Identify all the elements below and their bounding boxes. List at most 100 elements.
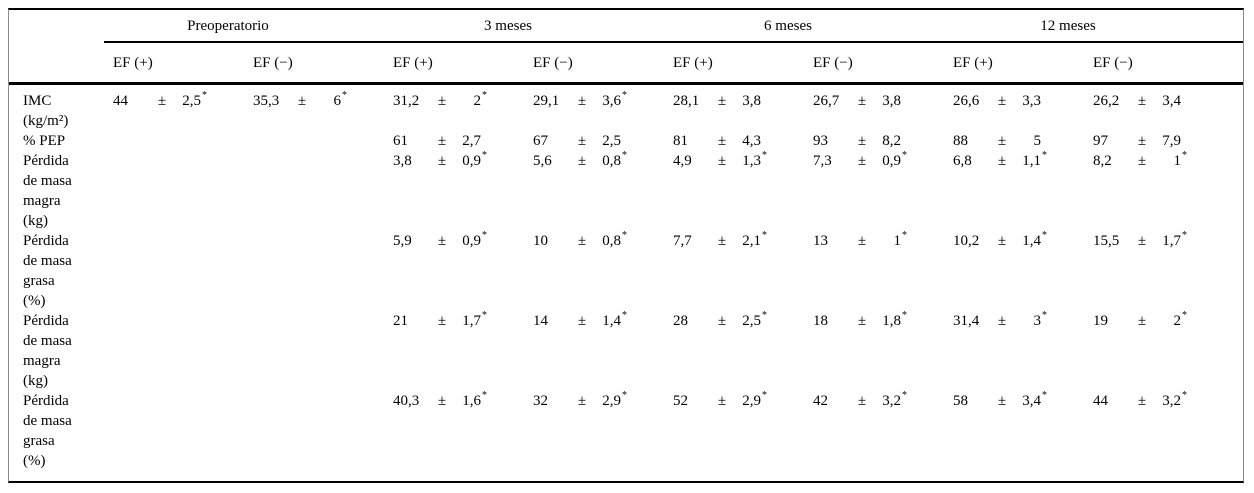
cell-mean-value: 29,1	[533, 93, 560, 109]
cell-error-value: 8,2	[882, 133, 901, 149]
significance-asterisk: *	[1182, 310, 1187, 321]
data-cell: 28,1 ±3,8	[673, 91, 813, 131]
table-row: Pérdida de masa magra (kg) 21 ±1,7 * 14 ±1,4 * 28 ±…	[9, 311, 1243, 391]
data-cell: 6,8 ±1,1 *	[953, 151, 1093, 231]
significance-asterisk: *	[622, 90, 627, 101]
data-cell: 93 ±8,2	[813, 131, 953, 151]
plus-minus-symbol: ±	[437, 133, 447, 149]
cell-mean-value: 26,7	[813, 93, 840, 109]
row-label-line: de masa	[23, 333, 72, 349]
row-label-line: magra	[23, 193, 61, 209]
significance-asterisk: *	[1042, 230, 1047, 241]
row-label-line: (kg)	[23, 373, 48, 389]
data-cell: 15,5 ±1,7 *	[1093, 231, 1233, 311]
cell-error-value: 2,9	[602, 393, 621, 409]
cell-error-value: 1,6	[462, 393, 481, 409]
data-cell: 29,1 ±3,6 *	[533, 91, 673, 131]
cell-mean-value: 8,2	[1093, 153, 1112, 169]
empty-cell	[113, 311, 253, 391]
plus-minus-symbol: ±	[717, 93, 727, 109]
significance-asterisk: *	[622, 150, 627, 161]
cell-mean-value: 35,3	[253, 93, 280, 109]
empty-cell	[113, 151, 253, 231]
table-row: Pérdida de masa magra (kg) 3,8 ±0,9 * 5,6 ±0,8 * 4…	[9, 151, 1243, 231]
subheader-preop-ef-minus: EF (−)	[253, 55, 293, 71]
data-cell: 21 ±1,7 *	[393, 311, 533, 391]
cell-mean-value: 26,2	[1093, 93, 1120, 109]
col-group-3-meses: 3 meses	[484, 18, 532, 34]
plus-minus-symbol: ±	[857, 313, 867, 329]
cell-error-value: 3,4	[1022, 393, 1041, 409]
significance-asterisk: *	[762, 230, 767, 241]
cell-error-value: 5	[1033, 133, 1042, 149]
table-group-header-row: Preoperatorio 3 meses 6 meses 12 meses	[9, 10, 1243, 41]
data-cell: 14 ±1,4 *	[533, 311, 673, 391]
cell-error-value: 2,7	[462, 133, 481, 149]
data-cell: 26,6 ±3,3	[953, 91, 1093, 131]
significance-asterisk: *	[1182, 230, 1187, 241]
subheader-6m-ef-minus: EF (−)	[813, 55, 853, 71]
data-cell: 42 ±3,2 *	[813, 391, 953, 471]
row-label-line: Pérdida	[23, 153, 69, 169]
plus-minus-symbol: ±	[717, 133, 727, 149]
empty-cell	[113, 391, 253, 471]
cell-error-value: 2,5	[742, 313, 761, 329]
data-cell: 97 ±7,9	[1093, 131, 1233, 151]
cell-error-value: 2,9	[742, 393, 761, 409]
data-cell: 5,9 ±0,9 *	[393, 231, 533, 311]
subheader-stub	[9, 53, 113, 73]
significance-asterisk: *	[1042, 310, 1047, 321]
plus-minus-symbol: ±	[437, 153, 447, 169]
cell-mean-value: 61	[393, 133, 408, 149]
data-cell: 67 ±2,5	[533, 131, 673, 151]
significance-asterisk: *	[1182, 150, 1187, 161]
significance-asterisk: *	[342, 90, 347, 101]
cell-mean-value: 28	[673, 313, 688, 329]
col-group-12-meses: 12 meses	[1040, 18, 1096, 34]
plus-minus-symbol: ±	[997, 313, 1007, 329]
cell-mean-value: 67	[533, 133, 548, 149]
data-cell: 10 ±0,8 *	[533, 231, 673, 311]
cell-mean-value: 3,8	[393, 153, 412, 169]
cell-error-value: 3,8	[882, 93, 901, 109]
subheader-3m-ef-plus: EF (+)	[393, 55, 433, 71]
cell-error-value: 0,9	[462, 153, 481, 169]
significance-asterisk: *	[902, 310, 907, 321]
cell-error-value: 2	[473, 93, 482, 109]
cell-error-value: 1,7	[462, 313, 481, 329]
row-label: % PEP	[9, 131, 113, 151]
table-subheader-row: EF (+) EF (−) EF (+) EF (−) EF (+) EF (−…	[9, 43, 1243, 82]
results-table: Preoperatorio 3 meses 6 meses 12 meses E…	[8, 8, 1244, 483]
subheader-3m-ef-minus: EF (−)	[533, 55, 573, 71]
plus-minus-symbol: ±	[857, 153, 867, 169]
cell-mean-value: 6,8	[953, 153, 972, 169]
cell-error-value: 0,8	[602, 233, 621, 249]
significance-asterisk: *	[482, 310, 487, 321]
subheader-12m-ef-plus: EF (+)	[953, 55, 993, 71]
subheader-preop-ef-plus: EF (+)	[113, 55, 153, 71]
data-cell: 3,8 ±0,9 *	[393, 151, 533, 231]
data-cell: 88 ±5	[953, 131, 1093, 151]
cell-mean-value: 7,3	[813, 153, 832, 169]
cell-mean-value: 15,5	[1093, 233, 1120, 249]
plus-minus-symbol: ±	[717, 313, 727, 329]
row-label: Pérdida de masa grasa (%)	[9, 391, 113, 471]
cell-error-value: 3	[1033, 313, 1042, 329]
plus-minus-symbol: ±	[577, 313, 587, 329]
data-cell: 7,3 ±0,9 *	[813, 151, 953, 231]
significance-asterisk: *	[622, 310, 627, 321]
significance-asterisk: *	[762, 310, 767, 321]
data-cell: 81 ±4,3	[673, 131, 813, 151]
plus-minus-symbol: ±	[437, 93, 447, 109]
cell-mean-value: 97	[1093, 133, 1108, 149]
group-header-divider	[104, 41, 1243, 43]
plus-minus-symbol: ±	[997, 133, 1007, 149]
cell-mean-value: 31,4	[953, 313, 980, 329]
cell-error-value: 0,8	[602, 153, 621, 169]
cell-error-value: 3,2	[882, 393, 901, 409]
subheader-6m-ef-plus: EF (+)	[673, 55, 713, 71]
row-label-line: de masa	[23, 173, 72, 189]
cell-mean-value: 93	[813, 133, 828, 149]
table-row: Pérdida de masa grasa (%) 5,9 ±0,9 * 10 ±0,8 * 7,7…	[9, 231, 1243, 311]
significance-asterisk: *	[622, 390, 627, 401]
